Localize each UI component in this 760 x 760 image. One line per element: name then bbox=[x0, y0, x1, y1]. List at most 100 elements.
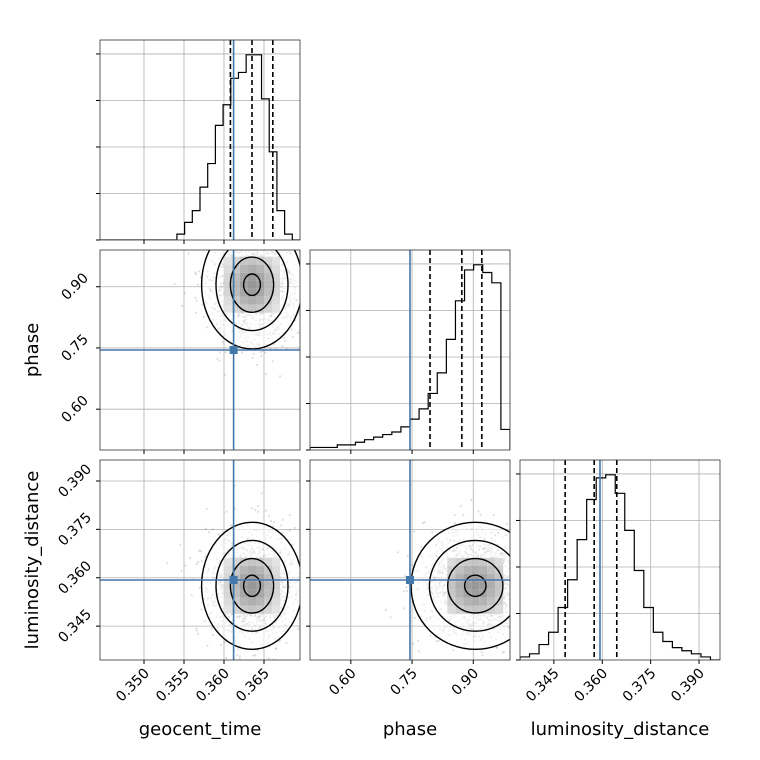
sample-point bbox=[492, 514, 495, 517]
sample-point bbox=[218, 359, 221, 362]
joint-panel-phase-luminosity_distance bbox=[309, 459, 553, 689]
sample-point bbox=[238, 657, 241, 660]
sample-point bbox=[249, 218, 251, 220]
sample-point bbox=[514, 622, 516, 624]
x-tick-label-luminosity_distance: 0.375 bbox=[620, 666, 660, 706]
sample-point bbox=[524, 559, 526, 561]
sample-point bbox=[195, 563, 198, 566]
sample-point bbox=[226, 234, 228, 236]
sample-point bbox=[254, 230, 256, 232]
y-axis-label-phase: phase bbox=[22, 323, 43, 377]
sample-point bbox=[226, 241, 228, 243]
sample-point bbox=[539, 550, 541, 552]
sample-point bbox=[251, 247, 253, 249]
sample-point bbox=[480, 651, 483, 654]
sample-point bbox=[253, 223, 255, 225]
sample-point bbox=[255, 247, 257, 249]
sample-point bbox=[200, 245, 202, 247]
sample-point bbox=[517, 578, 519, 580]
joint-panel-geocent_time-luminosity_distance bbox=[99, 459, 322, 661]
sample-point bbox=[240, 247, 242, 249]
sample-point bbox=[194, 271, 197, 274]
sample-point bbox=[275, 243, 277, 245]
sample-point bbox=[510, 573, 512, 575]
sample-point bbox=[520, 589, 522, 591]
sample-point bbox=[236, 653, 239, 657]
sample-point bbox=[267, 243, 269, 245]
sample-point bbox=[551, 574, 553, 576]
joint-panel-geocent_time-phase bbox=[99, 199, 306, 451]
x-tick-label-geocent_time: 0.360 bbox=[193, 666, 233, 706]
x-tick-label-geocent_time: 0.355 bbox=[153, 666, 193, 706]
sample-point bbox=[453, 522, 457, 525]
sample-point bbox=[221, 244, 223, 246]
sample-point bbox=[259, 236, 261, 238]
contour-level bbox=[215, 539, 289, 632]
sample-point bbox=[304, 286, 306, 288]
sample-point bbox=[535, 586, 537, 588]
sample-point bbox=[522, 590, 524, 592]
sample-point bbox=[396, 551, 399, 554]
sample-point bbox=[195, 627, 198, 630]
sample-point bbox=[265, 372, 268, 376]
sample-point bbox=[239, 242, 241, 244]
sample-point bbox=[518, 592, 520, 594]
sample-point bbox=[498, 687, 500, 689]
sample-point bbox=[203, 619, 207, 623]
sample-point bbox=[223, 641, 226, 644]
sample-point bbox=[252, 654, 255, 657]
sample-point bbox=[513, 582, 515, 584]
sample-point bbox=[266, 226, 268, 228]
sample-point bbox=[249, 221, 251, 223]
sample-point bbox=[224, 351, 227, 354]
sample-point bbox=[274, 647, 277, 651]
sample-point bbox=[262, 245, 264, 247]
sample-point bbox=[541, 590, 543, 592]
sample-point bbox=[260, 242, 262, 244]
sample-point bbox=[247, 247, 249, 249]
sample-point bbox=[413, 616, 416, 620]
sample-point bbox=[244, 199, 246, 201]
sample-point bbox=[256, 240, 258, 242]
sample-point bbox=[197, 560, 200, 564]
sample-point bbox=[216, 357, 219, 360]
sample-point bbox=[512, 652, 514, 654]
sample-point bbox=[405, 586, 408, 589]
sample-point bbox=[523, 572, 525, 574]
sample-point bbox=[246, 227, 248, 229]
sample-point bbox=[514, 614, 516, 616]
contour-level bbox=[200, 521, 300, 650]
sample-point bbox=[267, 515, 271, 518]
sample-point bbox=[254, 654, 257, 657]
sample-point bbox=[262, 225, 264, 227]
sample-point bbox=[511, 579, 513, 581]
sample-point bbox=[198, 586, 201, 589]
sample-point bbox=[180, 569, 183, 572]
x-tick-label-luminosity_distance: 0.390 bbox=[668, 666, 708, 706]
sample-point bbox=[547, 558, 549, 560]
sample-point bbox=[417, 650, 420, 653]
truth-marker bbox=[229, 346, 238, 354]
sample-point bbox=[302, 582, 304, 584]
sample-point bbox=[209, 243, 211, 245]
sample-point bbox=[242, 230, 244, 232]
sample-point bbox=[229, 246, 231, 248]
sample-point bbox=[208, 247, 210, 249]
sample-point bbox=[514, 565, 516, 567]
sample-point bbox=[225, 657, 228, 660]
sample-point bbox=[542, 637, 544, 639]
sample-point bbox=[422, 522, 425, 525]
sample-point bbox=[542, 624, 544, 626]
sample-point bbox=[244, 245, 246, 247]
sample-point bbox=[320, 575, 322, 577]
sample-point bbox=[216, 533, 220, 536]
sample-point bbox=[517, 587, 519, 589]
sample-point bbox=[198, 549, 201, 553]
contour-level bbox=[463, 574, 487, 598]
histogram-luminosity_distance bbox=[520, 474, 720, 660]
sample-point bbox=[291, 335, 294, 339]
sample-point bbox=[513, 606, 515, 608]
sample-point bbox=[238, 655, 241, 658]
sample-point bbox=[306, 555, 308, 557]
